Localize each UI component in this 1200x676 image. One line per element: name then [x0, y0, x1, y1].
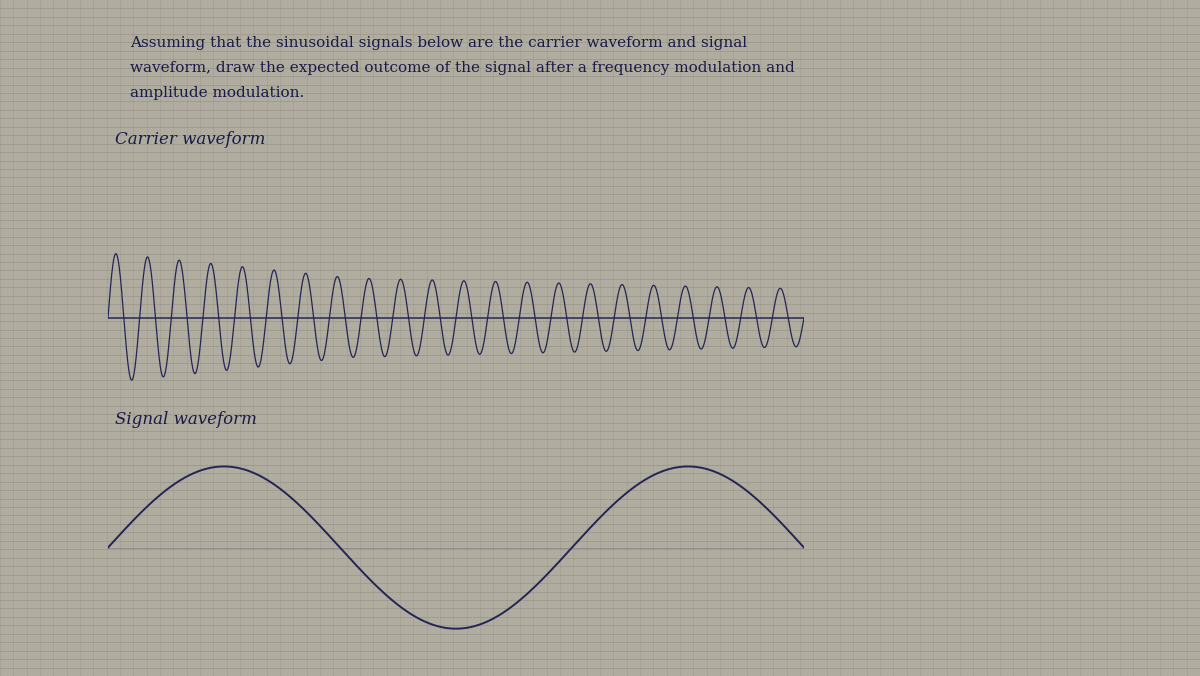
Text: Assuming that the sinusoidal signals below are the carrier waveform and signal: Assuming that the sinusoidal signals bel…: [130, 36, 748, 50]
Text: Carrier waveform: Carrier waveform: [115, 131, 265, 148]
Text: Signal waveform: Signal waveform: [115, 411, 257, 428]
Text: amplitude modulation.: amplitude modulation.: [130, 86, 305, 100]
Text: waveform, draw the expected outcome of the signal after a frequency modulation a: waveform, draw the expected outcome of t…: [130, 61, 794, 75]
